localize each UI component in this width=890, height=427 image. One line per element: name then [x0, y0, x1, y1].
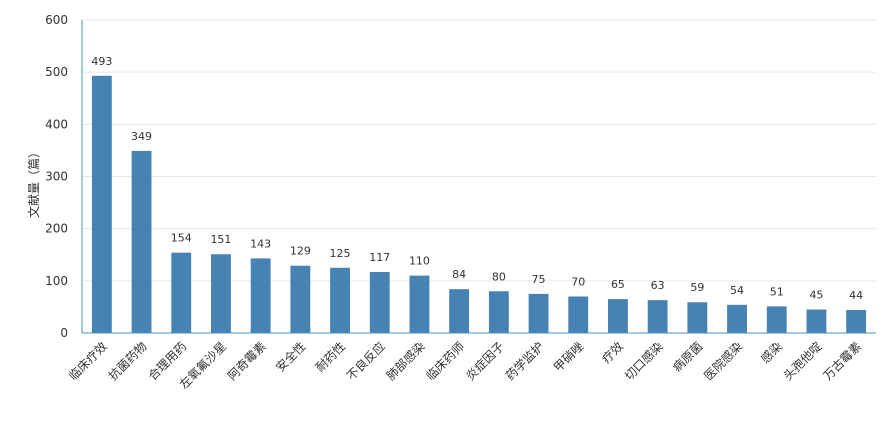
- x-tick-label: 临床疗效: [65, 339, 110, 384]
- bar[interactable]: [488, 291, 509, 333]
- y-tick-label: 200: [45, 222, 68, 236]
- y-tick-label: 600: [45, 13, 68, 27]
- bar[interactable]: [608, 299, 628, 333]
- x-tick-label: 甲硝唑: [551, 339, 586, 374]
- bar-value-label: 110: [409, 255, 430, 268]
- bar-value-label: 75: [532, 273, 546, 286]
- x-tick-label: 阿奇霉素: [225, 339, 269, 383]
- x-tick-label: 安全性: [272, 339, 308, 375]
- bar[interactable]: [290, 265, 311, 333]
- bar[interactable]: [687, 302, 708, 333]
- x-tick-label: 切口感染: [621, 339, 666, 384]
- bar-value-label: 70: [571, 275, 585, 288]
- bar-value-label: 54: [730, 284, 744, 297]
- bar[interactable]: [171, 252, 192, 333]
- bar[interactable]: [131, 150, 152, 333]
- axes: [81, 20, 876, 334]
- bar-value-label: 65: [611, 278, 625, 291]
- bar-value-label: 129: [290, 245, 311, 258]
- bar-value-label: 80: [492, 270, 506, 283]
- bar[interactable]: [846, 310, 867, 333]
- x-tick-label: 医院感染: [701, 339, 746, 384]
- bar-value-label: 51: [770, 285, 784, 298]
- x-tick-label: 抗菌药物: [105, 339, 150, 384]
- bar[interactable]: [250, 258, 271, 333]
- y-tick-label: 500: [45, 65, 68, 79]
- bar[interactable]: [528, 293, 549, 333]
- bar-value-label: 45: [809, 289, 823, 302]
- x-tick-label: 临床药师: [423, 339, 467, 383]
- x-tick-label: 炎症因子: [462, 339, 507, 384]
- bar[interactable]: [449, 289, 470, 333]
- bar-value-label: 84: [452, 268, 466, 281]
- x-tick-label: 肺部感染: [383, 339, 428, 384]
- bar[interactable]: [806, 309, 827, 333]
- bar[interactable]: [727, 304, 747, 333]
- bar-value-label: 44: [849, 289, 863, 302]
- x-tick-label: 病原菌: [669, 339, 705, 375]
- bar-value-label: 125: [330, 247, 351, 260]
- y-tick-label: 300: [45, 170, 68, 184]
- x-tick-label: 头孢他啶: [781, 339, 825, 383]
- y-tick-labels: 0 100 200 300 400 500 600: [45, 13, 68, 340]
- bar[interactable]: [766, 306, 787, 333]
- x-tick-label: 耐药性: [313, 339, 348, 374]
- bars: [91, 75, 867, 334]
- bar-value-label: 143: [250, 237, 271, 250]
- x-tick-label: 不良反应: [343, 339, 388, 384]
- bar-value-label: 63: [651, 279, 665, 292]
- x-tick-label: 万古霉素: [820, 339, 865, 384]
- data-labels: 493 349 154 151 143 129 125 117 110 84 80 75 70 65 63 5…: [91, 55, 863, 302]
- x-tick-label: 感染: [757, 339, 785, 367]
- bar[interactable]: [409, 275, 430, 333]
- y-tick-label: 100: [45, 274, 68, 288]
- bar-value-label: 151: [210, 233, 231, 246]
- bar-value-label: 154: [171, 232, 192, 245]
- bar[interactable]: [369, 271, 390, 333]
- bar[interactable]: [211, 254, 231, 333]
- bar-value-label: 493: [91, 55, 112, 68]
- x-tick-label: 药学监护: [502, 339, 547, 384]
- bar[interactable]: [568, 296, 589, 333]
- y-tick-label: 0: [60, 326, 68, 340]
- x-tick-label: 疗效: [598, 339, 626, 367]
- bar-value-label: 117: [369, 251, 390, 264]
- bar[interactable]: [91, 75, 112, 334]
- bar[interactable]: [647, 300, 668, 333]
- bar-value-label: 349: [131, 130, 152, 143]
- bar[interactable]: [330, 267, 350, 333]
- bar-value-label: 59: [690, 281, 704, 294]
- y-axis-title: 文献量（篇）: [26, 146, 41, 218]
- y-tick-label: 400: [45, 117, 68, 131]
- gridlines: [82, 19, 876, 282]
